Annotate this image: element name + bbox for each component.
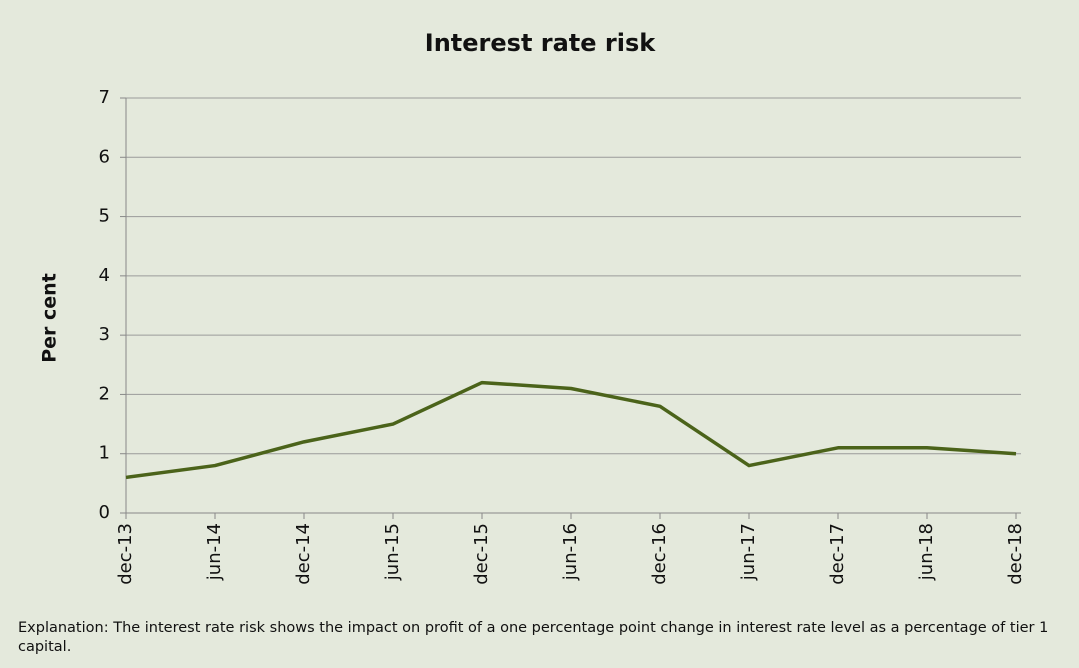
x-tick-label: dec-13 [115,523,136,585]
y-tick-label: 3 [99,324,110,345]
y-tick-label: 5 [99,206,110,227]
explanation: Explanation: The interest rate risk show… [18,620,1049,655]
y-tick-label: 4 [99,265,110,286]
y-tick-label: 2 [99,383,110,404]
y-tick-label: 7 [99,87,110,108]
line [125,380,1017,480]
x-tick-label: jun-14 [204,523,225,581]
x-tick-label: dec-18 [1005,523,1026,585]
y-tick-label: 0 [99,502,110,523]
x-tick-label: dec-16 [649,523,670,585]
y-tick-label: 1 [99,443,110,464]
x-tick-label: jun-18 [916,523,937,581]
x-tick-label: jun-17 [738,523,759,581]
chart-title: Interest rate risk [425,29,656,57]
x-tick-label: dec-17 [827,523,848,585]
y-axis-label: Per cent [39,273,61,363]
x-tick-label: dec-15 [471,523,492,585]
y-tick-label: 6 [99,146,110,167]
x-tick-label: jun-15 [382,523,403,581]
x-tick-label: jun-16 [560,523,581,581]
chart: Interest rate risk Per cent 0 1 2 3 4 5 6 7 dec-… [39,29,1027,585]
x-tick-label: dec-14 [293,523,314,585]
